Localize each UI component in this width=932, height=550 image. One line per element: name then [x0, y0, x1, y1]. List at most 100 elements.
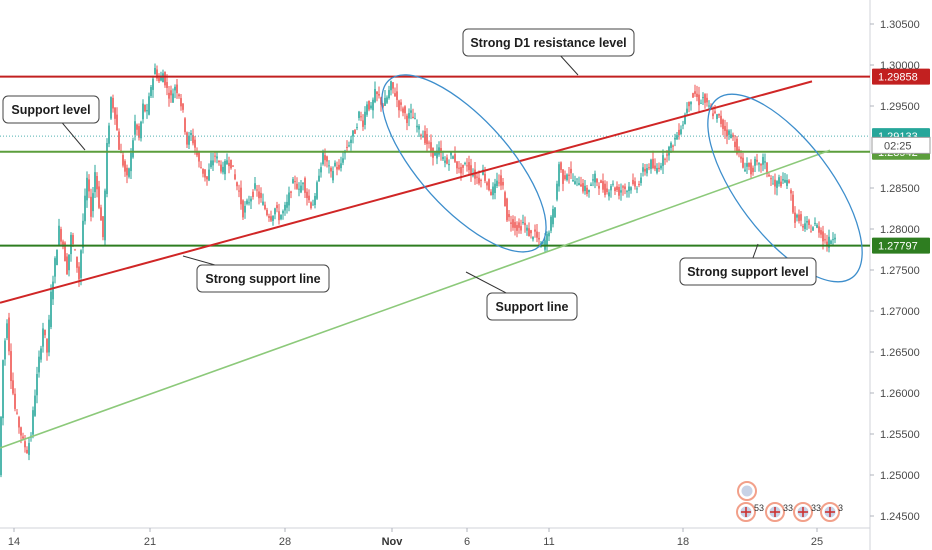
candle-body [776, 181, 778, 188]
candle-body [228, 162, 230, 167]
callout-box [2, 95, 100, 124]
candle-body [724, 125, 726, 131]
candle-body [456, 161, 458, 169]
event-count: 33 [811, 503, 821, 513]
candle-body [110, 97, 112, 119]
candle-body [98, 186, 100, 208]
candle-body [684, 114, 686, 125]
candle-body [106, 142, 108, 195]
candle-body [608, 192, 610, 197]
candle-body [808, 220, 810, 225]
y-tick-label: 1.25500 [880, 429, 920, 441]
candle-body [184, 118, 186, 133]
candle-body [486, 182, 488, 186]
candle-body [142, 103, 144, 120]
candle-body [8, 317, 10, 352]
candle-body [244, 205, 246, 213]
candle-body [252, 191, 254, 198]
price-axis[interactable]: 1.30500 1.30000 1.29500 1.28500 1.28000 1.275… [870, 19, 920, 523]
candle-body [86, 177, 88, 201]
y-tick-label: 1.27000 [880, 306, 920, 318]
candle-body [278, 211, 280, 221]
candle-body [328, 165, 330, 167]
candle-body [238, 190, 240, 192]
candle-body [790, 190, 792, 194]
pattern-ellipse [707, 93, 863, 283]
candle-body [580, 184, 582, 187]
y-tick-label: 1.25000 [880, 470, 920, 482]
candle-body [222, 166, 224, 173]
candle-body [764, 161, 766, 163]
candle-body [460, 167, 462, 174]
candle-body [440, 148, 442, 153]
candle-body [248, 202, 250, 204]
candle-body [298, 188, 300, 190]
candle-body [16, 412, 18, 414]
candle-body [166, 82, 168, 88]
callout-text: Support level [11, 103, 90, 117]
candle-body [786, 179, 788, 186]
candle-body [436, 150, 438, 159]
candle-body [360, 116, 362, 118]
candle-body [300, 185, 302, 193]
candle-body [796, 214, 798, 218]
candle-body [774, 179, 776, 187]
x-tick-label: 6 [464, 536, 470, 548]
candle-body [6, 323, 8, 339]
candle-body [346, 146, 348, 148]
candle-body [94, 172, 96, 193]
candle-body [48, 319, 50, 353]
candle-body [240, 187, 242, 205]
candle-body [366, 104, 368, 115]
candle-body [746, 163, 748, 167]
candle-body [36, 373, 38, 396]
candle-body [336, 166, 338, 170]
price-badge-label: 1.27797 [878, 241, 918, 253]
candle-body [236, 182, 238, 187]
candle-body [274, 208, 276, 215]
candle-body [758, 163, 760, 165]
candle-body [410, 110, 412, 113]
candle-body [588, 190, 590, 193]
candle-body [462, 164, 464, 168]
x-tick-label: 14 [8, 536, 20, 548]
candle-body [130, 152, 132, 172]
candle-body [558, 164, 560, 187]
candle-body [368, 100, 370, 110]
candle-body [408, 113, 410, 119]
price-candles [0, 63, 836, 478]
candle-body [712, 113, 714, 117]
candle-body [594, 173, 596, 183]
candle-body [194, 139, 196, 148]
candle-body [386, 97, 388, 103]
price-badge [872, 68, 930, 85]
candle-body [22, 436, 24, 439]
candle-body [688, 101, 690, 107]
candle-body [424, 130, 426, 144]
candle-body [260, 192, 262, 198]
candle-body [574, 181, 576, 184]
candle-body [170, 90, 172, 96]
time-axis[interactable]: 14 21 28 Nov 6 11 18 25 [8, 528, 823, 548]
candle-body [320, 167, 322, 173]
candle-body [528, 228, 530, 237]
candle-body [450, 152, 452, 156]
candle-body [116, 114, 118, 131]
candle-body [104, 190, 106, 241]
y-tick-label: 1.26500 [880, 347, 920, 359]
candle-body [394, 93, 396, 97]
candle-body [722, 119, 724, 129]
candle-body [530, 230, 532, 234]
event-count: 53 [754, 503, 764, 513]
candle-body [534, 229, 536, 232]
candle-body [282, 211, 284, 214]
candle-body [34, 395, 36, 416]
candle-body [564, 175, 566, 180]
candle-body [686, 108, 688, 113]
candle-body [510, 222, 512, 224]
candle-body [678, 129, 680, 136]
candle-body [744, 169, 746, 172]
candle-body [28, 443, 30, 455]
candle-body [364, 111, 366, 125]
